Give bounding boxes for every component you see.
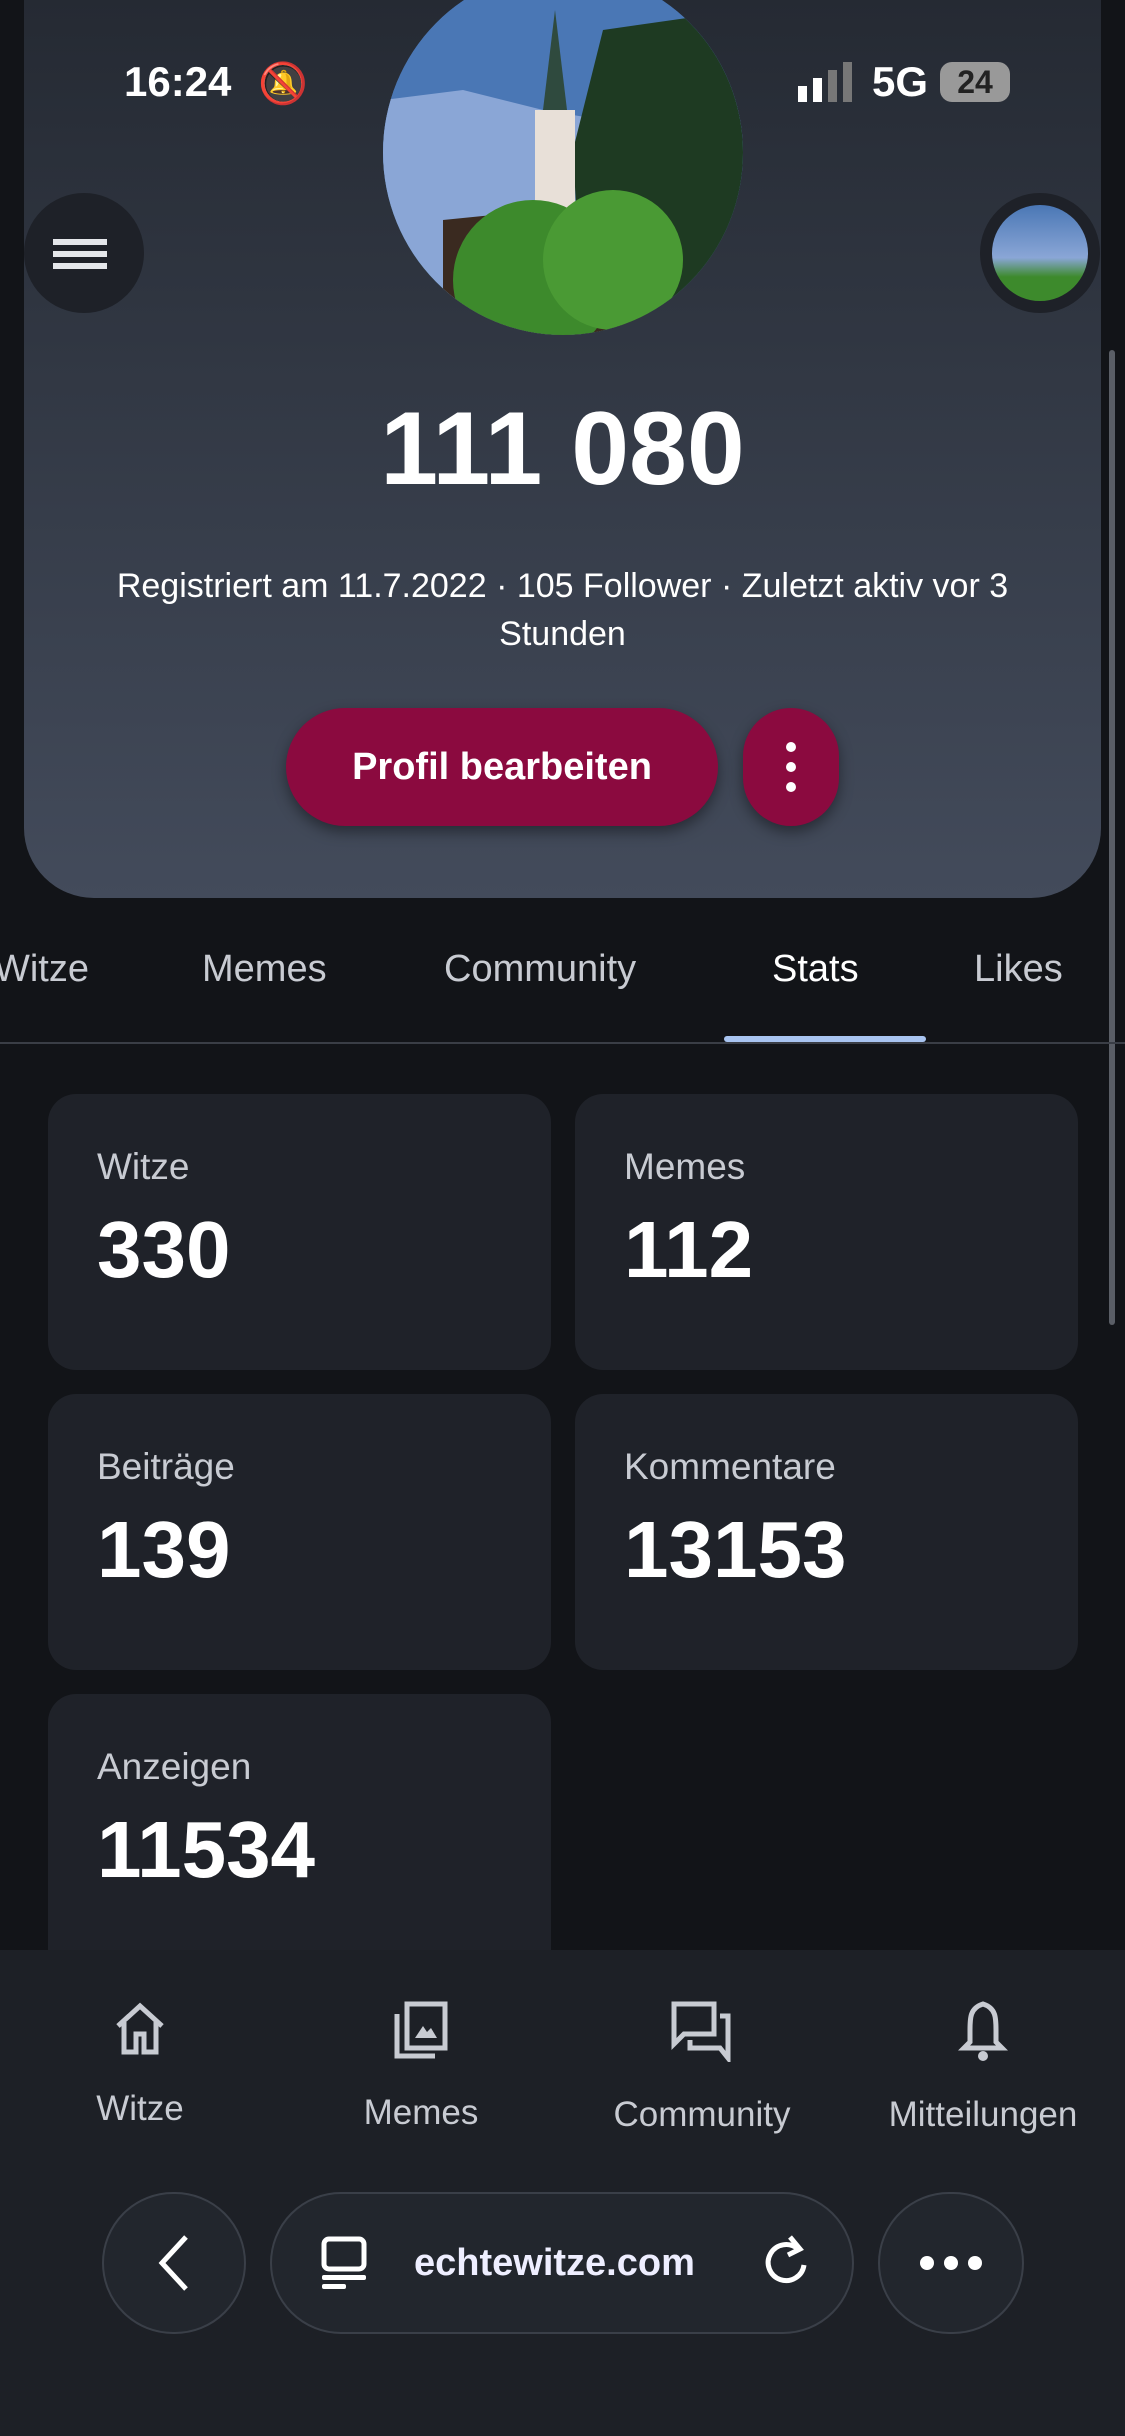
battery-icon: 24 — [940, 62, 1010, 102]
stat-value: 11534 — [97, 1805, 316, 1894]
stat-card-memes: Memes 112 — [575, 1094, 1078, 1370]
vertical-dots-icon — [786, 742, 796, 792]
profile-tabs: Witze Memes Community Stats Likes — [0, 940, 1125, 1044]
tab-memes[interactable]: Memes — [202, 948, 327, 990]
nav-label: Mitteilungen — [888, 2095, 1078, 2134]
profile-meta: Registriert am 11.7.2022 · 105 Follower … — [116, 567, 1009, 653]
stat-value: 139 — [97, 1505, 231, 1594]
stat-value: 330 — [97, 1205, 231, 1294]
signal-icon — [798, 62, 852, 102]
nav-label: Witze — [96, 2089, 184, 2128]
url-text: echtewitze.com — [414, 2241, 695, 2284]
stat-value: 13153 — [624, 1505, 847, 1594]
nav-memes[interactable]: Memes — [281, 2000, 561, 2133]
stat-card-kommentare: Kommentare 13153 — [575, 1394, 1078, 1670]
stat-card-beitraege: Beiträge 139 — [48, 1394, 551, 1670]
image-gallery-icon — [394, 2001, 448, 2059]
nav-label: Memes — [363, 2093, 479, 2132]
stat-card-witze: Witze 330 — [48, 1094, 551, 1370]
stat-value: 112 — [624, 1205, 754, 1294]
home-icon — [116, 2002, 164, 2055]
stat-card-anzeigen: Anzeigen 11534 — [48, 1694, 551, 1994]
scrollbar[interactable] — [1109, 350, 1115, 1325]
browser-back-button[interactable] — [102, 2192, 246, 2334]
tab-witze[interactable]: Witze — [0, 948, 89, 990]
tab-community[interactable]: Community — [444, 948, 637, 990]
stat-label: Kommentare — [624, 1446, 836, 1487]
user-avatar-button[interactable] — [980, 193, 1100, 313]
tab-likes[interactable]: Likes — [974, 948, 1063, 990]
bell-icon — [957, 2001, 1009, 2061]
menu-button[interactable] — [24, 193, 144, 313]
browser-more-button[interactable] — [878, 2192, 1024, 2334]
network-type: 5G — [872, 58, 929, 105]
stat-label: Anzeigen — [97, 1746, 252, 1787]
tab-stats[interactable]: Stats — [772, 948, 859, 990]
stat-label: Beiträge — [97, 1446, 235, 1487]
profile-avatar — [383, 0, 743, 335]
tabs-overview-icon — [321, 2236, 367, 2289]
address-bar[interactable]: echtewitze.com — [270, 2192, 854, 2334]
chat-bubbles-icon — [671, 2001, 731, 2066]
silent-bell-icon: 🔕 — [258, 62, 308, 106]
nav-community[interactable]: Community — [562, 2000, 842, 2135]
nav-witze[interactable]: Witze — [0, 2000, 280, 2129]
chevron-left-icon — [158, 2235, 188, 2291]
stat-label: Witze — [97, 1146, 190, 1187]
nav-label: Community — [613, 2095, 791, 2134]
nav-mitteilungen[interactable]: Mitteilungen — [843, 2000, 1123, 2135]
edit-profile-button[interactable]: Profil bearbeiten — [286, 708, 718, 826]
horizontal-dots-icon — [920, 2256, 982, 2270]
more-options-button[interactable] — [743, 708, 839, 826]
hamburger-icon — [53, 239, 107, 269]
stat-label: Memes — [624, 1146, 746, 1187]
profile-points: 111 080 — [380, 391, 745, 507]
status-time: 16:24 — [124, 58, 232, 105]
reload-icon[interactable] — [762, 2235, 812, 2291]
active-tab-indicator — [724, 1036, 926, 1042]
